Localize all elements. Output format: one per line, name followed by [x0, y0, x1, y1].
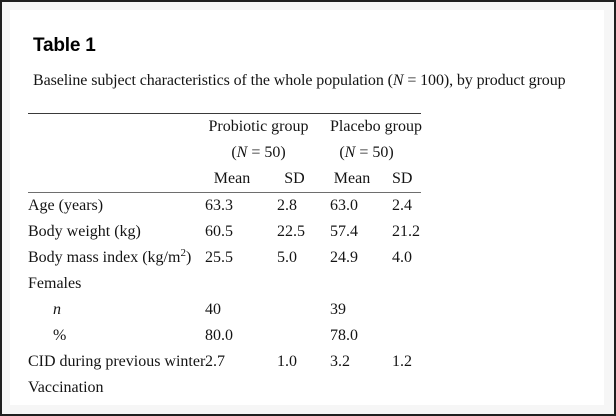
cell-sd-1 — [277, 271, 330, 297]
cell-mean-2: 57.4 — [330, 223, 358, 240]
cell-mean-2: 24.9 — [330, 249, 358, 266]
cell-sd-1: 2.8 — [277, 197, 297, 214]
cell-sd-2: 4.0 — [392, 249, 412, 266]
cell-mean-2 — [330, 271, 392, 297]
stat-header-mean-1: Mean — [205, 166, 277, 193]
table-row-bmi: Body mass index (kg/m2) 25.5 5.0 24.9 4.… — [28, 245, 421, 271]
group-n-probiotic: (N = 50) — [231, 144, 286, 161]
stat-header-sd-2: SD — [392, 166, 422, 193]
row-label: Body mass index (kg/m2) — [28, 247, 192, 266]
stat-header-mean-2: Mean — [330, 166, 392, 193]
baseline-characteristics-table: Probiotic group Placebo group (N = 50) (… — [28, 113, 422, 401]
caption-text: Baseline subject characteristics of the … — [33, 72, 393, 89]
cell-mean-2: 63.0 — [330, 197, 358, 214]
empty-header-cell — [28, 166, 205, 193]
group-header-placebo: Placebo group — [330, 113, 422, 140]
cell-sd-2 — [392, 297, 421, 323]
table-row-females-n: n 40 39 — [28, 297, 421, 323]
cell-mean-1: 80.0 — [205, 327, 233, 344]
table-row-age: Age (years) 63.3 2.8 63.0 2.4 — [28, 193, 421, 220]
cell-mean-1: 63.3 — [205, 197, 233, 214]
cell-sd-2 — [392, 375, 421, 401]
cell-sd-1 — [277, 375, 330, 401]
table-row-body-weight: Body weight (kg) 60.5 22.5 57.4 21.2 — [28, 219, 421, 245]
article-sheet: Table 1 Baseline subject characteristics… — [10, 10, 604, 405]
cell-mean-2: 78.0 — [330, 327, 358, 344]
group-n-placebo: (N = 50) — [339, 144, 394, 161]
cell-mean-1: 60.5 — [205, 223, 233, 240]
row-label: Body weight (kg) — [28, 223, 141, 240]
row-label: % — [53, 327, 67, 344]
row-label: Vaccination — [28, 379, 104, 396]
cell-mean-1: 25.5 — [205, 249, 233, 266]
cell-sd-1: 1.0 — [277, 353, 297, 370]
row-label: Age (years) — [28, 197, 104, 214]
empty-header-cell — [28, 140, 205, 166]
table-title: Table 1 — [33, 35, 96, 56]
cell-sd-1: 22.5 — [277, 223, 305, 240]
cell-sd-2 — [392, 323, 421, 349]
cell-mean-2 — [330, 375, 392, 401]
cell-sd-2 — [392, 271, 421, 297]
cell-mean-1: 40 — [205, 301, 221, 318]
stat-header-sd-1: SD — [277, 166, 330, 193]
cell-mean-1 — [205, 271, 277, 297]
table-row-females: Females — [28, 271, 421, 297]
group-header-row: Probiotic group Placebo group — [28, 113, 422, 140]
empty-header-cell — [28, 113, 205, 140]
table-row-cid: CID during previous winter 2.7 1.0 3.2 1… — [28, 349, 421, 375]
table-row-females-pct: % 80.0 78.0 — [28, 323, 421, 349]
caption-text-end: = 100), by product group — [403, 72, 566, 89]
group-n-row: (N = 50) (N = 50) — [28, 140, 421, 166]
table-caption: Baseline subject characteristics of the … — [33, 70, 581, 91]
cell-mean-2: 3.2 — [330, 353, 350, 370]
caption-italic-n: N — [392, 72, 404, 89]
group-header-probiotic: Probiotic group — [205, 113, 330, 140]
row-label: Females — [28, 275, 82, 292]
cell-sd-1: 5.0 — [277, 249, 297, 266]
row-label: CID during previous winter — [28, 353, 206, 370]
cell-mean-1 — [205, 375, 277, 401]
cell-sd-1 — [277, 297, 330, 323]
cell-sd-2: 21.2 — [392, 223, 420, 240]
cell-mean-1: 2.7 — [205, 353, 225, 370]
row-label: n — [53, 301, 61, 318]
cell-sd-2: 1.2 — [392, 353, 412, 370]
table-row-vaccination: Vaccination — [28, 375, 421, 401]
cell-sd-2: 2.4 — [392, 197, 412, 214]
cell-sd-1 — [277, 323, 330, 349]
stat-header-row: Mean SD Mean SD — [28, 166, 422, 193]
cell-mean-2: 39 — [330, 301, 346, 318]
